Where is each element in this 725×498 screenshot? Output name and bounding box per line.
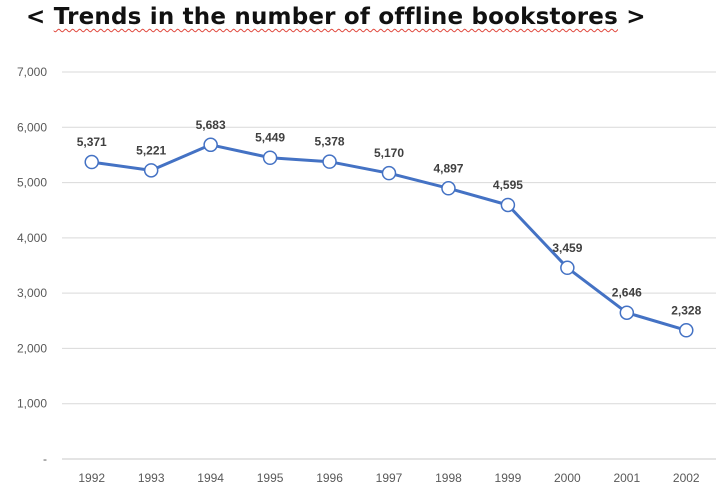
y-tick-label: 7,000: [17, 65, 47, 79]
data-label: 2,328: [671, 303, 701, 317]
title-open-bracket: <: [26, 4, 46, 30]
data-label: 2,646: [612, 286, 642, 300]
y-tick-label: 5,000: [17, 176, 47, 190]
x-tick-label: 1998: [435, 471, 462, 485]
data-point: [500, 197, 516, 213]
data-point: [143, 163, 159, 178]
data-label: 5,221: [136, 143, 166, 157]
data-point: [203, 137, 218, 153]
x-tick-label: 2002: [673, 471, 700, 485]
title-text: Trends in the number of offline bookstor…: [53, 4, 618, 30]
data-label: 5,449: [255, 131, 285, 145]
y-tick-label: 6,000: [17, 120, 47, 134]
x-tick-label: 1996: [316, 471, 343, 485]
data-point: [262, 150, 278, 165]
x-tick-label: 1993: [138, 471, 165, 485]
data-label: 4,595: [493, 178, 523, 192]
data-point: [560, 260, 575, 276]
data-label: 5,683: [196, 118, 226, 132]
title-close-bracket: >: [626, 4, 646, 30]
y-tick-label: -: [43, 452, 47, 466]
x-tick-label: 2001: [613, 471, 640, 485]
data-label: 3,459: [552, 241, 582, 255]
data-point: [619, 305, 635, 320]
x-tick-label: 1994: [197, 471, 224, 485]
y-tick-label: 1,000: [17, 397, 47, 411]
data-label: 4,897: [433, 161, 463, 175]
data-point: [441, 181, 456, 196]
chart-title: < Trends in the number of offline bookst…: [26, 4, 646, 30]
x-tick-label: 2000: [554, 471, 581, 485]
x-tick-label: 1992: [78, 471, 105, 485]
x-tick-label: 1997: [376, 471, 403, 485]
y-tick-label: 4,000: [17, 231, 47, 245]
data-point: [679, 323, 694, 338]
data-label: 5,371: [77, 135, 107, 149]
x-tick-label: 1999: [495, 471, 522, 485]
data-label: 5,170: [374, 146, 404, 160]
data-point: [322, 154, 337, 169]
data-label: 5,378: [315, 135, 345, 149]
data-point: [84, 154, 99, 170]
y-tick-label: 2,000: [17, 341, 47, 355]
y-tick-label: 3,000: [17, 286, 47, 300]
x-tick-label: 1995: [257, 471, 284, 485]
data-point: [381, 165, 397, 181]
